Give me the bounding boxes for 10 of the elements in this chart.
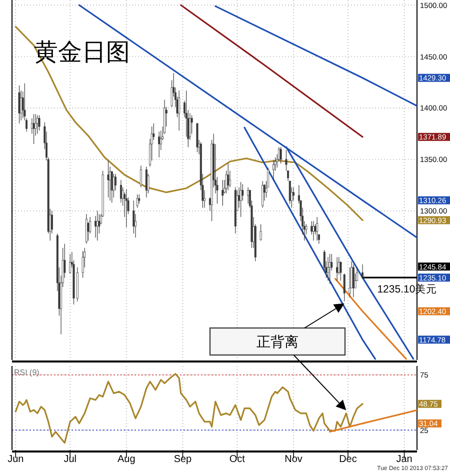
x-tick-label: Sep	[174, 454, 192, 465]
x-tick-label: Jul	[64, 454, 77, 465]
x-tick-label: Jan	[396, 454, 412, 465]
x-tick-label: Aug	[118, 454, 136, 465]
x-tick-label: Oct	[229, 454, 246, 465]
x-tick-label: Dec	[339, 454, 357, 465]
chart-title: RSI (9)	[14, 368, 40, 377]
annotation: 正背离	[256, 334, 298, 350]
x-tick-label: Jun	[8, 454, 24, 465]
x-tick-label: Nov	[284, 454, 302, 465]
